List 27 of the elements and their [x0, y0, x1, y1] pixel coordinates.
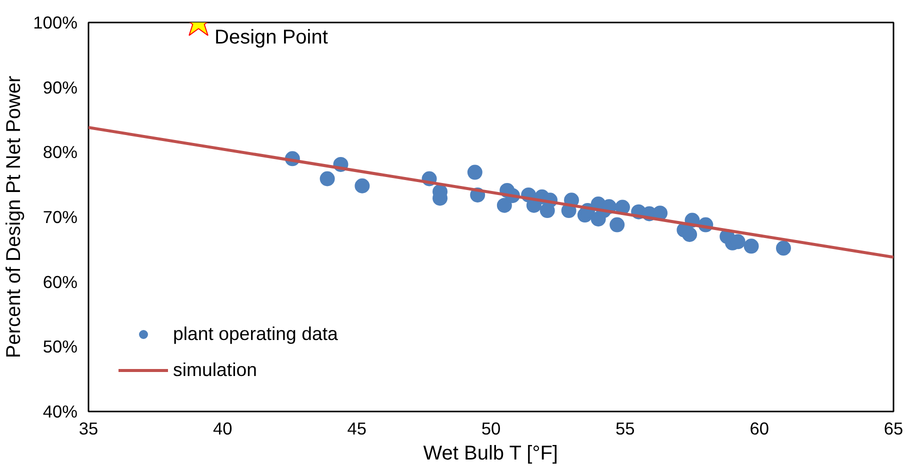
x-tick-label: 60 [750, 418, 769, 438]
x-axis-title: Wet Bulb T [°F] [423, 442, 558, 464]
point [776, 240, 791, 256]
point [354, 178, 370, 194]
point [682, 227, 698, 242]
point [610, 217, 625, 232]
y-tick-label: 60% [42, 272, 78, 292]
point [320, 171, 335, 186]
annotation: Design Point [214, 26, 328, 48]
y-tick-label: 70% [42, 207, 78, 227]
y-tick-label: 50% [42, 336, 78, 357]
y-axis-title: Percent of Design Pt Net Power [3, 75, 26, 358]
x-tick-label: 45 [347, 418, 366, 438]
x-tick-label: 35 [78, 418, 98, 438]
point [467, 164, 482, 180]
x-tick-label: 50 [481, 418, 501, 438]
y-tick-label: 80% [42, 142, 78, 162]
x-tick-label: 40 [213, 418, 232, 438]
y-tick-label: 90% [42, 77, 78, 98]
x-tick-label: 65 [884, 418, 904, 438]
legend-label: simulation [173, 359, 257, 381]
y-tick-label: 40% [42, 402, 78, 422]
y-tick-label: 100% [33, 12, 78, 32]
x-tick-label: 55 [616, 418, 635, 438]
point [496, 198, 512, 213]
point [744, 238, 759, 254]
legend-label: plant operating data [173, 323, 338, 345]
